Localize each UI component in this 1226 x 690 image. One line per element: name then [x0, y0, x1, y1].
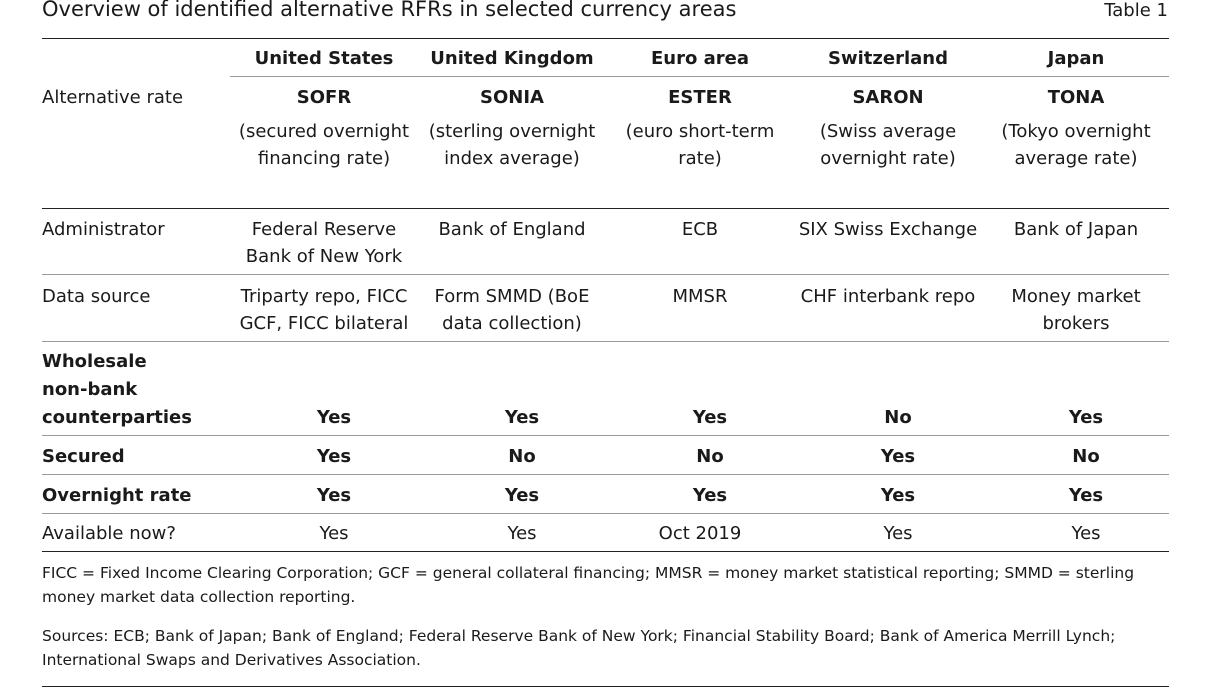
wholesale-value-uk: Yes — [504, 407, 540, 428]
wholesale-value-euro: Yes — [692, 407, 728, 428]
row-label-administrator: Administrator — [42, 219, 165, 240]
rate-code-sofr: SOFR — [296, 87, 352, 108]
top-rule — [42, 38, 1169, 39]
bottom-rule — [42, 686, 1169, 687]
secured-value-swiss: Yes — [880, 446, 916, 467]
secured-value-uk: No — [508, 446, 536, 467]
wholesale-value-us: Yes — [316, 407, 352, 428]
rule-after-available — [42, 551, 1169, 552]
overnight-value-euro: Yes — [692, 485, 728, 506]
overnight-value-us: Yes — [316, 485, 352, 506]
wholesale-value-japan: Yes — [1068, 407, 1104, 428]
table-footnote: FICC = Fixed Income Clearing Corporation… — [42, 564, 1135, 606]
rate-name-line1-us: (secured overnight — [238, 121, 410, 142]
data-source-line1-euro: MMSR — [672, 286, 728, 307]
administrator-line1-japan: Bank of Japan — [1013, 219, 1139, 240]
row-label-data-source: Data source — [42, 286, 151, 307]
rate-code-sonia: SONIA — [480, 87, 544, 108]
administrator-line1-swiss: SIX Swiss Exchange — [798, 219, 978, 240]
header-rule — [230, 76, 1169, 77]
rate-name-line2-swiss: overnight rate) — [820, 148, 956, 169]
row-label-secured: Secured — [42, 446, 125, 467]
rate-name-line1-euro: (euro short-term — [625, 121, 775, 142]
rule-after-overnight — [42, 513, 1169, 514]
available-value-uk: Yes — [507, 523, 537, 544]
rate-name-line2-uk: index average) — [444, 148, 580, 169]
rate-name-line1-uk: (sterling overnight — [428, 121, 596, 142]
overnight-value-swiss: Yes — [880, 485, 916, 506]
rate-code-saron: SARON — [852, 87, 924, 108]
data-source-line1-uk: Form SMMD (BoE — [434, 286, 590, 307]
rule-after-wholesale — [42, 435, 1169, 436]
row-label-wholesale-line1: Wholesale — [42, 351, 147, 372]
data-source-line1-swiss: CHF interbank repo — [800, 286, 976, 307]
overnight-value-uk: Yes — [504, 485, 540, 506]
rate-name-line2-us: financing rate) — [257, 148, 391, 169]
available-value-japan: Yes — [1071, 523, 1101, 544]
available-value-swiss: Yes — [883, 523, 913, 544]
rule-after-secured — [42, 474, 1169, 475]
column-header-switzerland: Switzerland — [828, 48, 948, 69]
column-header-united-states: United States — [254, 48, 394, 69]
data-source-line2-japan: brokers — [1042, 313, 1110, 334]
overnight-value-japan: Yes — [1068, 485, 1104, 506]
administrator-line1-euro: ECB — [681, 219, 719, 240]
secured-value-euro: No — [696, 446, 724, 467]
table-sources: Sources: ECB; Bank of Japan; Bank of Eng… — [42, 627, 1116, 669]
rate-code-tona: TONA — [1047, 87, 1105, 108]
rule-after-administrator — [42, 274, 1169, 275]
column-header-euro-area: Euro area — [651, 48, 749, 69]
available-value-us: Yes — [319, 523, 349, 544]
administrator-line1-us: Federal Reserve — [251, 219, 397, 240]
row-label-alternative-rate: Alternative rate — [42, 87, 184, 108]
row-label-wholesale-line3: counterparties — [42, 407, 192, 428]
table-title: Overview of identified alternative RFRs … — [42, 0, 737, 21]
data-source-line2-us: GCF, FICC bilateral — [239, 313, 409, 334]
secured-value-us: Yes — [316, 446, 352, 467]
column-header-united-kingdom: United Kingdom — [430, 48, 594, 69]
rate-name-line2-japan: average rate) — [1014, 148, 1138, 169]
row-label-wholesale-line2: non-bank — [42, 379, 138, 400]
administrator-line2-us: Bank of New York — [245, 246, 403, 267]
rate-code-ester: ESTER — [668, 87, 732, 108]
row-label-overnight-rate: Overnight rate — [42, 485, 192, 506]
data-source-line1-japan: Money market — [1011, 286, 1141, 307]
rate-name-line1-swiss: (Swiss average — [819, 121, 957, 142]
table-number: Table 1 — [1104, 0, 1168, 21]
available-value-euro: Oct 2019 — [658, 523, 742, 544]
secured-value-japan: No — [1072, 446, 1100, 467]
rule-after-alternative-rate — [42, 208, 1169, 209]
administrator-line1-uk: Bank of England — [438, 219, 586, 240]
rate-name-line1-japan: (Tokyo overnight — [1001, 121, 1151, 142]
rate-name-line2-euro: rate) — [678, 148, 722, 169]
rule-after-data-source — [42, 341, 1169, 342]
data-source-line2-uk: data collection) — [442, 313, 582, 334]
data-source-line1-us: Triparty repo, FICC — [240, 286, 408, 307]
column-header-japan: Japan — [1047, 48, 1105, 69]
row-label-available-now: Available now? — [42, 523, 176, 544]
wholesale-value-swiss: No — [884, 407, 912, 428]
